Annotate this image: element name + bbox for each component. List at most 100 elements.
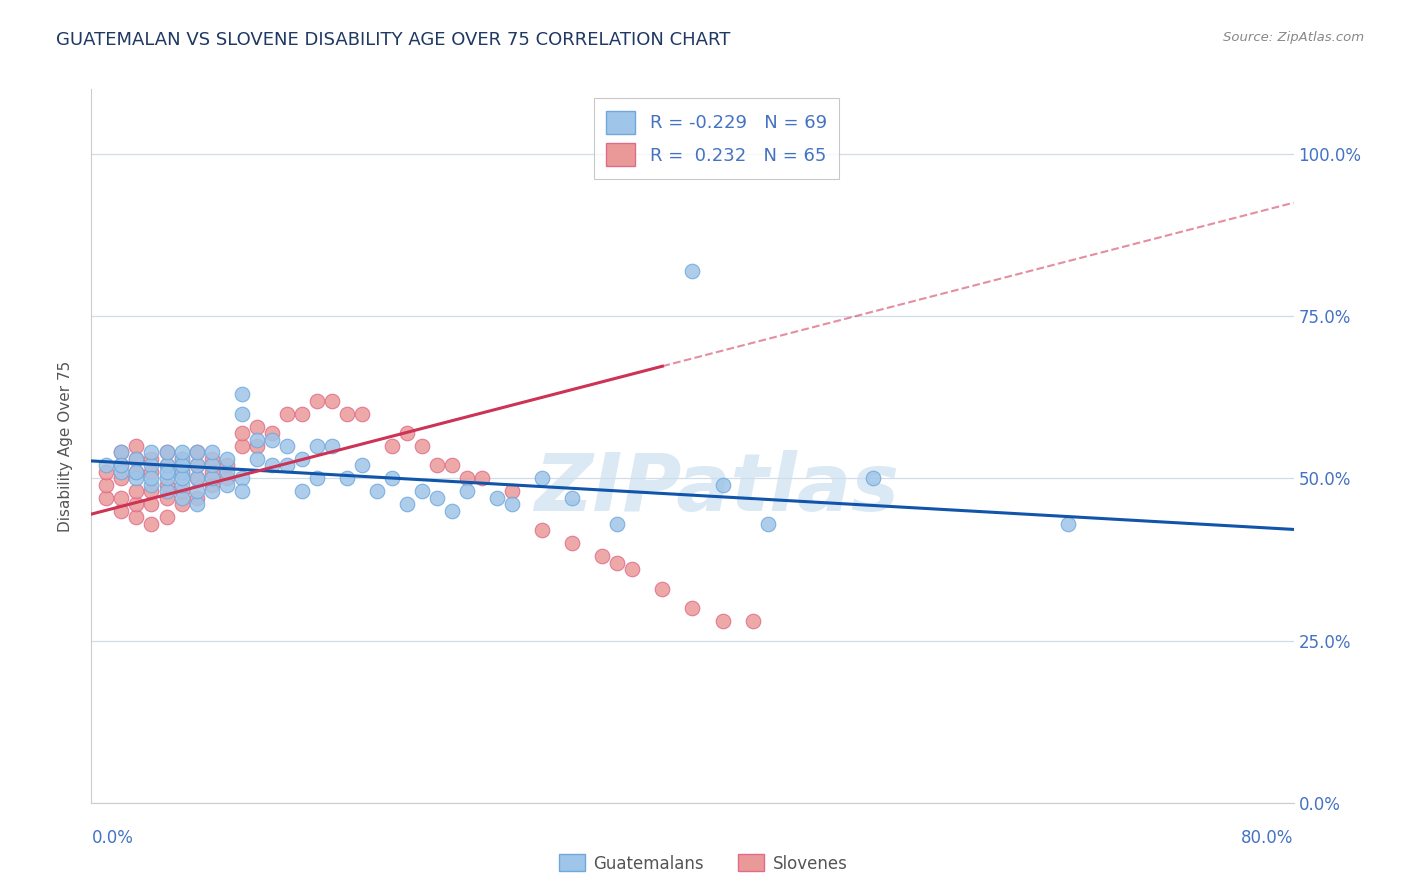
Point <box>606 556 628 570</box>
Point <box>186 497 208 511</box>
Point <box>170 465 193 479</box>
Point <box>170 465 193 479</box>
Point <box>155 510 177 524</box>
Point <box>186 458 208 473</box>
Point <box>381 471 404 485</box>
Point <box>486 491 509 505</box>
Point <box>246 439 269 453</box>
Point <box>681 264 703 278</box>
Point <box>321 439 343 453</box>
Point <box>471 471 494 485</box>
Point <box>201 458 224 473</box>
Point <box>201 478 224 492</box>
Point <box>621 562 644 576</box>
Point <box>426 491 449 505</box>
Point <box>291 484 314 499</box>
Point <box>231 407 253 421</box>
Point <box>155 478 177 492</box>
Point <box>215 465 238 479</box>
Point <box>96 491 118 505</box>
Point <box>96 465 118 479</box>
Point <box>141 458 163 473</box>
Point <box>155 445 177 459</box>
Point <box>125 510 148 524</box>
Point <box>186 445 208 459</box>
Point <box>350 407 373 421</box>
Point <box>561 536 583 550</box>
Point <box>141 497 163 511</box>
Point <box>141 478 163 492</box>
Point <box>606 516 628 531</box>
Point <box>336 407 359 421</box>
Point <box>215 478 238 492</box>
Point <box>141 516 163 531</box>
Point <box>141 445 163 459</box>
Point <box>350 458 373 473</box>
Point <box>110 458 132 473</box>
Point <box>201 484 224 499</box>
Point <box>395 497 418 511</box>
Point <box>170 497 193 511</box>
Point <box>531 471 554 485</box>
Text: Source: ZipAtlas.com: Source: ZipAtlas.com <box>1223 31 1364 45</box>
Point <box>125 439 148 453</box>
Point <box>110 504 132 518</box>
Point <box>125 497 148 511</box>
Point <box>862 471 884 485</box>
Point <box>381 439 404 453</box>
Point <box>170 471 193 485</box>
Point <box>110 465 132 479</box>
Point <box>231 425 253 440</box>
Point <box>260 425 283 440</box>
Point <box>395 425 418 440</box>
Y-axis label: Disability Age Over 75: Disability Age Over 75 <box>58 360 73 532</box>
Point <box>155 484 177 499</box>
Point <box>110 445 132 459</box>
Point <box>305 439 328 453</box>
Point <box>170 478 193 492</box>
Text: GUATEMALAN VS SLOVENE DISABILITY AGE OVER 75 CORRELATION CHART: GUATEMALAN VS SLOVENE DISABILITY AGE OVE… <box>56 31 731 49</box>
Point <box>276 407 298 421</box>
Point <box>411 439 433 453</box>
Point <box>170 452 193 467</box>
Point <box>426 458 449 473</box>
Point <box>231 471 253 485</box>
Point <box>561 491 583 505</box>
Point <box>651 582 673 596</box>
Point <box>170 484 193 499</box>
Point <box>201 471 224 485</box>
Point <box>276 458 298 473</box>
Point <box>155 491 177 505</box>
Point <box>411 484 433 499</box>
Point <box>531 524 554 538</box>
Point <box>186 471 208 485</box>
Point <box>186 458 208 473</box>
Legend: Guatemalans, Slovenes: Guatemalans, Slovenes <box>553 847 853 880</box>
Text: ZIPatlas: ZIPatlas <box>534 450 898 528</box>
Point <box>141 484 163 499</box>
Point <box>141 465 163 479</box>
Point <box>186 445 208 459</box>
Point <box>681 601 703 615</box>
Point <box>201 465 224 479</box>
Point <box>260 433 283 447</box>
Point <box>125 465 148 479</box>
Point <box>366 484 388 499</box>
Legend: R = -0.229   N = 69, R =  0.232   N = 65: R = -0.229 N = 69, R = 0.232 N = 65 <box>593 98 839 179</box>
Point <box>246 433 269 447</box>
Point <box>170 452 193 467</box>
Point <box>246 419 269 434</box>
Point <box>276 439 298 453</box>
Point <box>231 387 253 401</box>
Point <box>501 497 523 511</box>
Point <box>291 407 314 421</box>
Point <box>456 484 478 499</box>
Point <box>155 471 177 485</box>
Point <box>336 471 359 485</box>
Point <box>110 471 132 485</box>
Point <box>125 484 148 499</box>
Point <box>186 471 208 485</box>
Point <box>456 471 478 485</box>
Point <box>501 484 523 499</box>
Point <box>186 484 208 499</box>
